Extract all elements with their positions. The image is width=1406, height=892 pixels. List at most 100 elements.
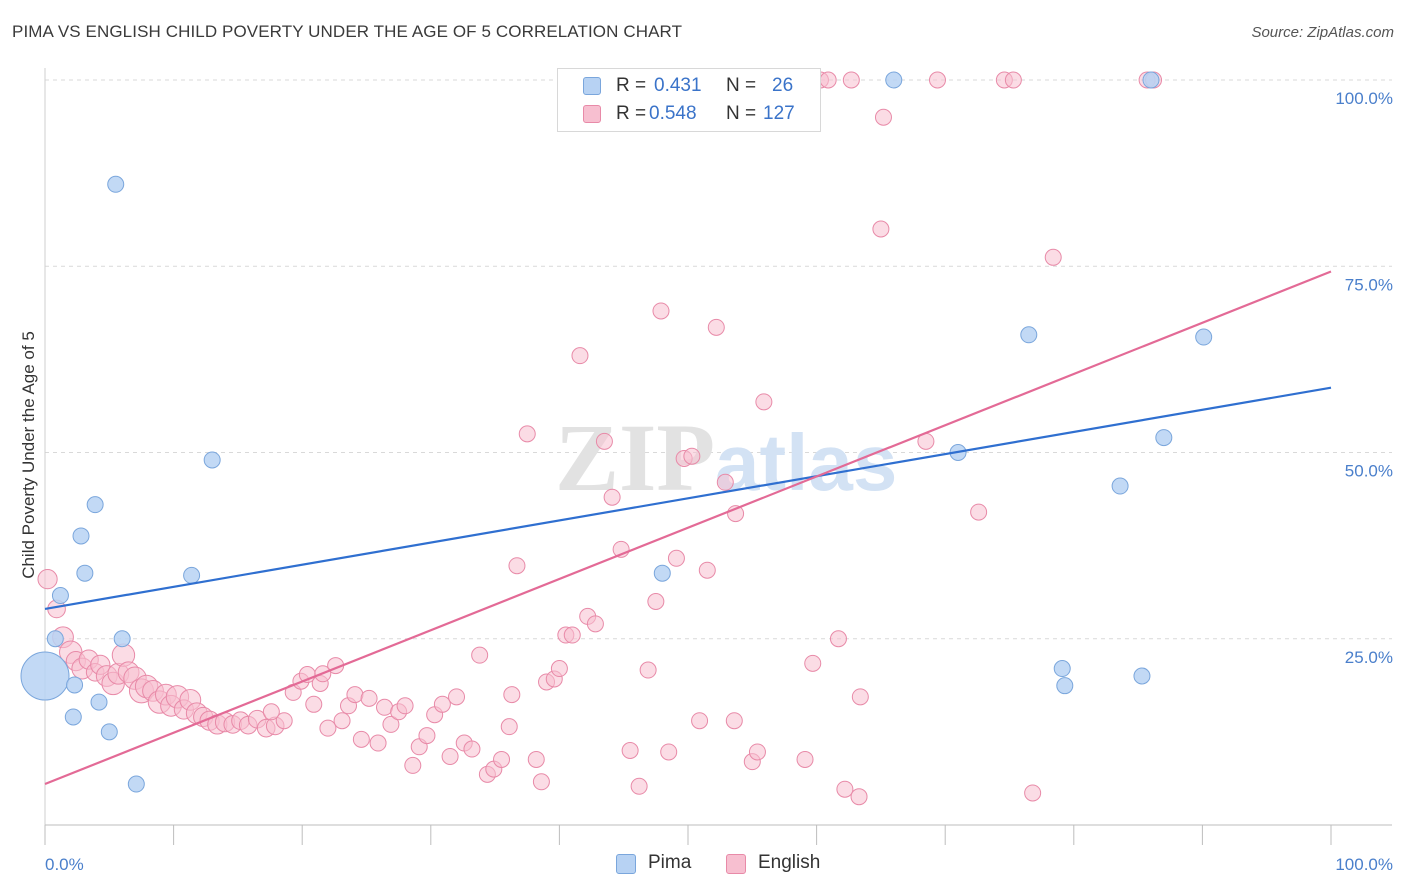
legend-row-pima: R = 0.431 N = 26 <box>558 74 820 100</box>
pima-point <box>1155 429 1173 447</box>
english-point <box>571 347 589 365</box>
pima-points <box>20 71 1213 793</box>
pima-swatch <box>583 77 601 95</box>
english-point <box>500 718 518 736</box>
y-tick-label: 25.0% <box>1345 648 1393 667</box>
english-point <box>603 488 621 506</box>
watermark-atlas: atlas <box>715 418 897 507</box>
english-point <box>691 712 709 730</box>
english-point <box>471 646 489 664</box>
english-n-label: N = <box>726 103 757 124</box>
english-point <box>874 108 892 126</box>
english-point <box>850 788 868 806</box>
pima-trend-line <box>44 386 1332 611</box>
english-n-value: 127 <box>763 103 795 124</box>
english-point <box>842 71 860 89</box>
pima-point <box>46 630 64 648</box>
english-point <box>595 432 613 450</box>
pima-point <box>1111 477 1129 495</box>
english-r-value: 0.548 <box>649 103 697 124</box>
pima-point <box>1142 71 1160 89</box>
legend-pima-swatch <box>616 854 636 874</box>
english-point <box>796 750 814 768</box>
english-point <box>630 777 648 795</box>
english-point <box>396 697 414 715</box>
english-point <box>448 688 466 706</box>
english-trend-line <box>44 270 1332 786</box>
pima-point <box>76 564 94 582</box>
english-point <box>1024 784 1042 802</box>
english-point <box>508 557 526 575</box>
english-point <box>667 549 685 567</box>
chart-title: PIMA VS ENGLISH CHILD POVERTY UNDER THE … <box>12 22 683 41</box>
english-point <box>433 695 451 713</box>
y-tick-label: 100.0% <box>1335 89 1393 108</box>
english-point <box>755 393 773 411</box>
pima-point <box>1195 328 1213 346</box>
english-r-label: R = <box>616 103 647 124</box>
english-point <box>928 71 946 89</box>
pima-point <box>72 527 90 545</box>
axis-labels: 25.0% 50.0% 75.0% 100.0% 0.0% 100.0% <box>45 89 1393 874</box>
pima-point <box>51 587 69 605</box>
english-point <box>716 473 734 491</box>
pima-point <box>90 693 108 711</box>
y-tick-label: 50.0% <box>1345 462 1393 481</box>
y-axis-title: Child Poverty Under the Age of 5 <box>19 331 38 579</box>
english-point <box>851 688 869 706</box>
english-point <box>463 740 481 758</box>
trend-lines <box>44 270 1332 786</box>
english-point <box>970 503 988 521</box>
english-point <box>305 695 323 713</box>
english-point <box>707 318 725 336</box>
pima-point <box>66 676 84 694</box>
english-point <box>352 730 370 748</box>
pima-point <box>127 775 145 793</box>
legend-english-label: English <box>758 852 821 873</box>
english-point <box>333 712 351 730</box>
english-point <box>621 742 639 759</box>
english-point <box>639 661 657 679</box>
pima-point <box>64 708 82 726</box>
english-point <box>725 712 743 730</box>
pima-r-label: R = <box>616 75 647 96</box>
english-point <box>527 750 545 768</box>
english-point <box>550 660 568 678</box>
y-tick-label: 75.0% <box>1345 275 1393 294</box>
english-points <box>37 71 1163 806</box>
english-point <box>518 425 536 443</box>
english-point <box>819 71 837 89</box>
pima-point <box>1053 660 1071 678</box>
english-point <box>748 743 766 761</box>
english-point <box>836 780 854 798</box>
english-point <box>829 630 847 648</box>
english-point <box>532 773 550 791</box>
legend-english-swatch <box>726 854 746 874</box>
english-point <box>360 689 378 707</box>
english-point <box>37 569 58 590</box>
english-point <box>683 447 701 465</box>
legend-row-english: R = 0.548 N = 127 <box>558 102 820 128</box>
pima-point <box>100 723 118 741</box>
english-point <box>441 747 459 765</box>
pima-point <box>1020 326 1038 344</box>
pima-point <box>107 175 125 193</box>
legend-pima-label: Pima <box>648 852 692 873</box>
english-point <box>503 686 521 704</box>
english-point <box>660 743 678 761</box>
english-point <box>493 750 511 768</box>
english-point <box>647 593 665 610</box>
english-point <box>382 715 400 733</box>
x-tick-label: 0.0% <box>45 855 84 874</box>
english-point <box>275 712 293 730</box>
pima-point <box>653 564 671 582</box>
source-credit: Source: ZipAtlas.com <box>1251 24 1394 41</box>
english-swatch <box>583 105 601 123</box>
x-tick-label: 100.0% <box>1335 855 1393 874</box>
english-point <box>563 626 581 644</box>
english-point <box>1004 71 1022 89</box>
english-point <box>262 703 280 721</box>
pima-point <box>113 630 131 648</box>
pima-point <box>203 451 221 469</box>
